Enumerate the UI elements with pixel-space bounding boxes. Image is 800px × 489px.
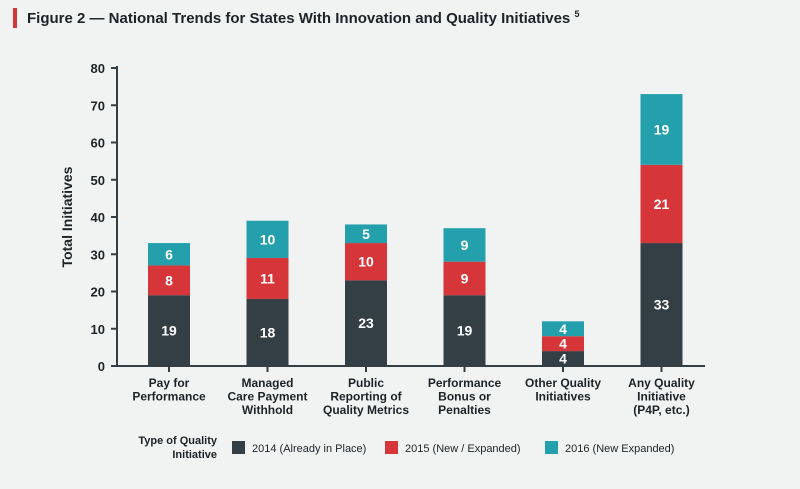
x-category-label: Any Quality <box>628 376 695 390</box>
legend-label: 2016 (New Expanded) <box>565 443 674 455</box>
y-tick-label: 20 <box>91 285 105 300</box>
title-accent-bar <box>13 8 17 28</box>
figure-header: Figure 2 — National Trends for States Wi… <box>0 0 800 40</box>
bar-segment-2015 <box>443 261 486 296</box>
bar-segment-2016 <box>246 220 289 258</box>
bar-segment-2015 <box>542 336 584 352</box>
legend-label: 2014 (Already in Place) <box>252 443 366 455</box>
bar-segment-2015 <box>246 257 289 299</box>
y-tick-label: 40 <box>91 210 105 225</box>
data-label: 9 <box>461 237 469 253</box>
x-category-label: Managed <box>241 376 293 390</box>
x-category-label: Other Quality <box>525 376 601 390</box>
figure-title: Figure 2 — National Trends for States Wi… <box>27 9 579 27</box>
x-category-label: Quality Metrics <box>323 403 409 417</box>
legend-swatch-2015 <box>385 441 398 454</box>
y-tick-label: 70 <box>91 98 105 113</box>
data-label: 19 <box>161 323 177 339</box>
x-category-label: Withhold <box>242 403 293 417</box>
bar-segment-2016 <box>542 321 584 337</box>
x-category-label: Initiatives <box>535 390 591 404</box>
bar-segment-2015 <box>345 243 387 281</box>
x-category-label: Performance <box>428 376 502 390</box>
bar-segment-2014 <box>443 295 486 366</box>
legend-title: Initiative <box>172 449 217 461</box>
bar-segment-2015 <box>640 164 683 244</box>
x-category-label: Penalties <box>438 403 491 417</box>
data-label: 33 <box>654 297 670 313</box>
y-tick-label: 10 <box>91 322 105 337</box>
data-label: 21 <box>654 196 670 212</box>
y-tick-label: 80 <box>91 61 105 76</box>
data-label: 5 <box>362 226 370 242</box>
y-tick-label: 30 <box>91 247 105 262</box>
data-label: 18 <box>260 324 276 340</box>
data-label: 6 <box>165 246 173 262</box>
bar-segment-2016 <box>148 243 190 266</box>
data-label: 10 <box>260 231 276 247</box>
y-axis-label: Total Initiatives <box>59 166 75 267</box>
data-label: 4 <box>559 336 567 352</box>
bar-segment-2014 <box>640 243 683 366</box>
figure-title-text: Figure 2 — National Trends for States Wi… <box>27 10 571 27</box>
data-label: 23 <box>358 315 374 331</box>
x-category-label: Reporting of <box>330 390 402 404</box>
x-category-label: Performance <box>132 390 206 404</box>
y-tick-label: 50 <box>91 173 105 188</box>
data-label: 10 <box>358 254 374 270</box>
x-category-label: Public <box>348 376 384 390</box>
bar-segment-2016 <box>345 224 387 244</box>
data-label: 19 <box>457 323 473 339</box>
x-category-label: (P4P, etc.) <box>633 403 689 417</box>
x-category-label: Pay for <box>149 376 190 390</box>
bar-segment-2015 <box>148 265 190 296</box>
bar-segment-2016 <box>443 228 486 262</box>
footnote-marker: 5 <box>574 9 580 19</box>
bar-segment-2016 <box>640 94 683 165</box>
data-label: 8 <box>165 272 173 288</box>
data-label: 4 <box>559 351 567 367</box>
legend-swatch-2014 <box>232 441 245 454</box>
data-label: 9 <box>461 270 469 286</box>
y-tick-label: 60 <box>91 136 105 151</box>
x-category-label: Bonus or <box>438 390 491 404</box>
legend-label: 2015 (New / Expanded) <box>405 443 521 455</box>
x-category-label: Initiative <box>637 390 686 404</box>
bar-segment-2014 <box>246 298 289 366</box>
bar-segment-2014 <box>148 295 190 366</box>
data-label: 11 <box>260 270 275 286</box>
data-label: 19 <box>654 121 670 137</box>
data-label: 4 <box>559 321 567 337</box>
x-category-label: Care Payment <box>227 390 307 404</box>
y-tick-label: 0 <box>98 359 105 374</box>
bar-segment-2014 <box>345 280 387 366</box>
legend-swatch-2016 <box>545 441 558 454</box>
legend-title: Type of Quality <box>138 435 218 447</box>
bar-segment-2014 <box>542 351 584 366</box>
